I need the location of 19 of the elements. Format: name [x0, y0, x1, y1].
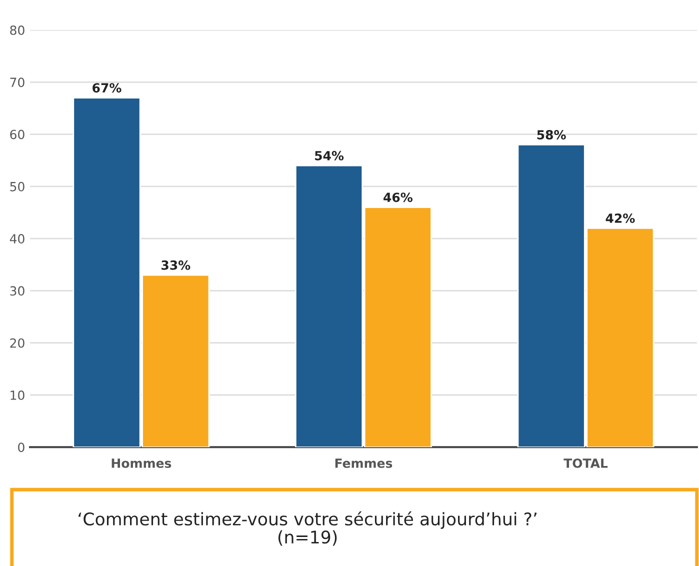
y-tick-label: 80: [10, 25, 24, 35]
x-tick-label: Hommes: [112, 458, 172, 468]
data-label: 33%: [162, 260, 190, 270]
data-label: 46%: [384, 192, 412, 202]
y-tick-label: 30: [10, 286, 24, 296]
text: ‘Comment estimez-vous votre sécurité aujourd’hui ?’ (n=19): [78, 511, 536, 546]
y-tick-label: 40: [10, 234, 24, 244]
x-tick-label: TOTAL: [564, 458, 608, 468]
data-label: 67%: [92, 83, 122, 93]
y-tick-label: 20: [10, 338, 24, 348]
y-tick-label: 10: [10, 390, 24, 400]
y-tick-label: 50: [10, 182, 24, 192]
data-label: 58%: [537, 130, 566, 140]
data-label: 42%: [606, 213, 635, 223]
y-tick-label: 0: [18, 442, 24, 452]
y-tick-label: 60: [10, 130, 24, 140]
x-tick-label: Femmes: [335, 458, 392, 468]
y-tick-label: 70: [10, 78, 24, 88]
data-label: 54%: [315, 150, 344, 160]
